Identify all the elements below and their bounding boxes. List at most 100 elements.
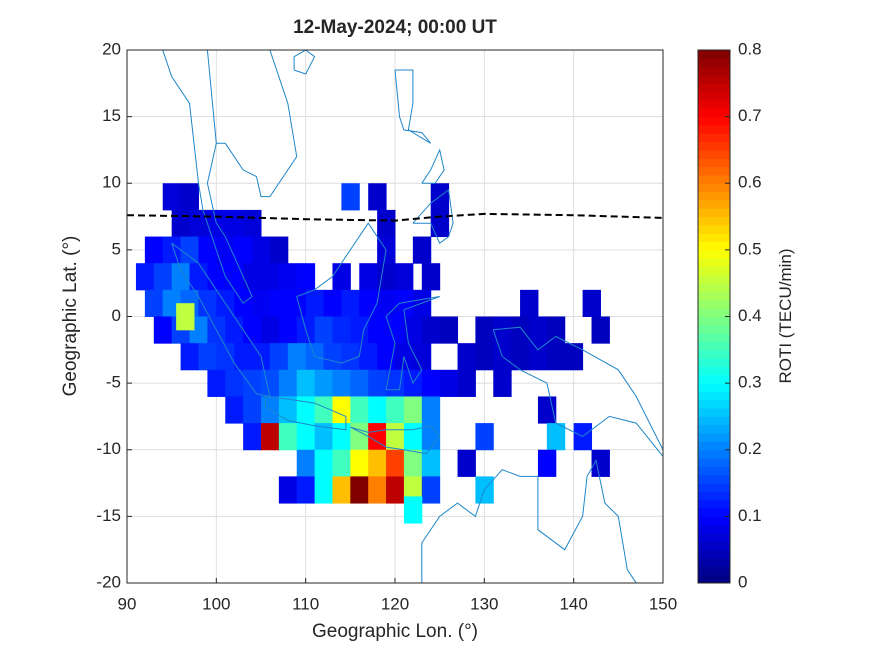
colorbar-swatch [698,416,730,426]
cell [421,476,441,504]
cell [537,396,557,424]
cell [368,369,387,397]
cell [368,449,387,477]
cell [180,183,199,211]
colorbar-swatch [698,208,730,218]
cell [403,423,423,451]
coastline [492,329,663,457]
cell [350,396,369,424]
cell [475,343,494,371]
cell [350,369,369,397]
cell [332,449,351,477]
cell [421,423,441,451]
x-tick-label: 120 [381,594,409,613]
colorbar-swatch [698,291,730,301]
colorbar-swatch [698,199,730,209]
cell [243,209,262,238]
cell [341,343,360,371]
cell [368,396,387,424]
cell [546,343,566,371]
cell [350,476,369,504]
cell [359,263,378,291]
colorbar-swatch [698,174,730,184]
cell [189,263,208,291]
cell [537,449,557,477]
cell [243,369,262,397]
y-tick-label: -15 [96,506,121,525]
colorbar-swatch [698,516,730,526]
cell [493,316,512,344]
chart-title: 12-May-2024; 00:00 UT [293,17,497,38]
cell [243,316,262,344]
cell [144,236,164,264]
cell [439,316,459,344]
cell [176,303,195,331]
cell [323,343,342,371]
cell [529,316,548,344]
colorbar-swatch [698,558,730,567]
cell [475,423,494,451]
coastline [421,148,445,184]
cell [225,396,244,424]
colorbar-swatch [698,466,730,476]
cell [144,289,164,317]
colorbar: 0 0.1 0.2 0.3 0.4 0.5 0.6 0.7 0.8 [697,39,762,591]
cell [421,316,441,344]
cell [332,263,351,291]
cell [323,289,342,317]
colorbar-swatch [698,258,730,268]
cell [261,423,280,451]
colorbar-swatch [698,158,730,168]
colorbar-tick-label: 0.8 [738,39,762,58]
cell [546,423,566,451]
y-tick-label: -5 [106,373,121,392]
colorbar-swatch [698,508,730,517]
cell [135,263,155,291]
cell [171,209,191,238]
coastline [296,222,387,364]
cell [350,423,369,451]
cell [243,396,262,424]
cell [377,289,396,317]
colorbar-swatch [698,374,730,384]
cell [153,263,173,291]
cell [332,396,351,424]
cell [314,423,333,451]
x-tick-label: 130 [470,594,498,613]
colorbar-swatch [698,383,730,392]
cell [207,369,226,397]
cell [395,263,414,291]
cell [332,316,351,344]
cell [386,449,405,477]
colorbar-swatch [698,274,730,284]
colorbar-swatch [698,66,730,76]
colorbar-swatch [698,108,730,118]
colorbar-swatch [698,91,730,101]
coastline [421,458,637,583]
cell [591,449,610,477]
x-tick-label: 90 [118,594,137,613]
coastline [412,188,454,244]
cell [314,396,333,424]
cell [278,423,298,451]
cell [403,449,423,477]
cell [296,369,316,397]
cell [261,316,280,344]
cell [377,263,396,291]
cell [412,343,432,371]
cell [421,396,441,424]
colorbar-swatch [698,308,730,317]
cell [261,369,280,397]
colorbar-swatch [698,366,730,376]
coastline [171,242,271,398]
cell [529,343,548,371]
colorbar-swatch [698,299,730,309]
cell [216,343,235,371]
cell [430,209,450,238]
colorbar-swatch [698,499,730,509]
cell [314,316,333,344]
colorbar-swatch [698,458,730,467]
cell [225,209,244,238]
cell [457,343,476,371]
colorbar-swatch [698,224,730,234]
